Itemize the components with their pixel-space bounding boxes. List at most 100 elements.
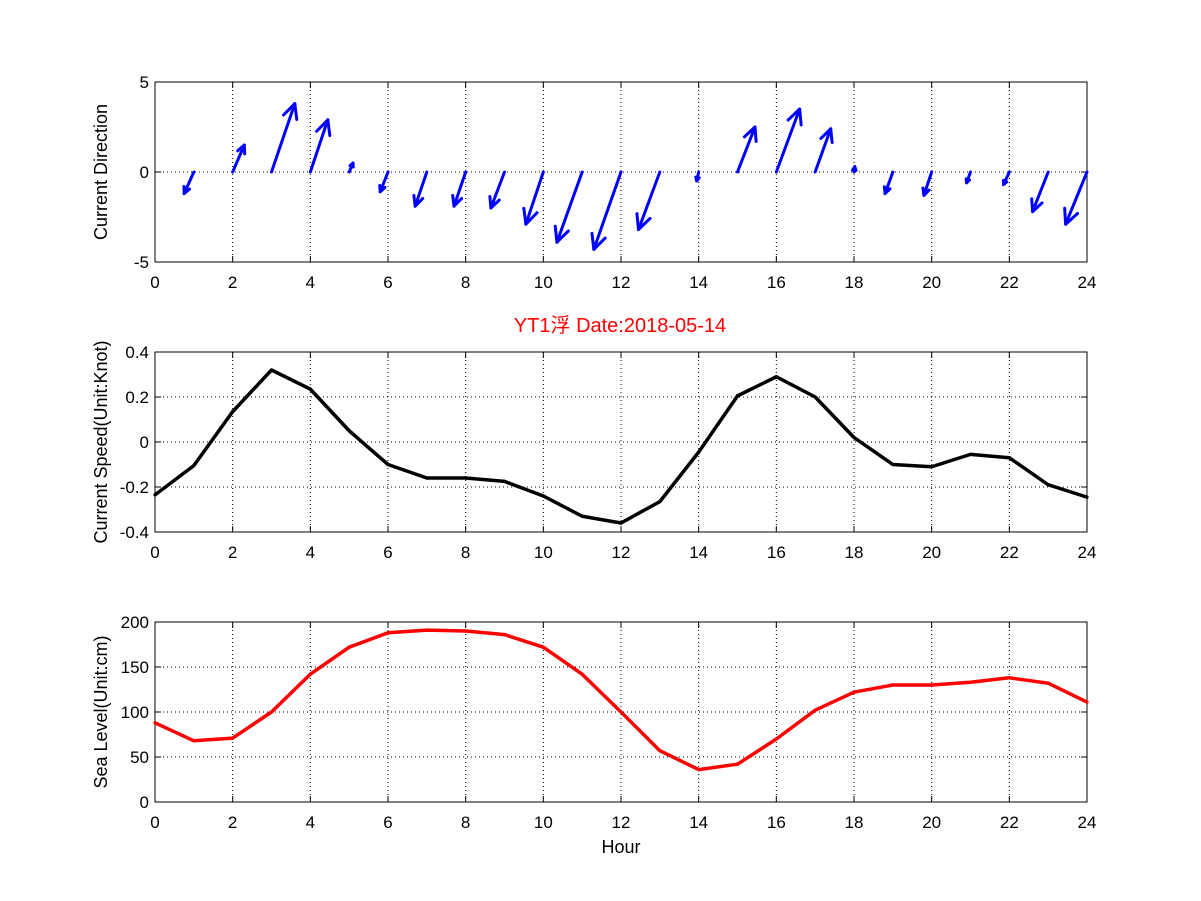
current-speed-data-point bbox=[1085, 495, 1089, 499]
current-arrow bbox=[694, 170, 701, 183]
current-arrow bbox=[882, 170, 895, 196]
sea-level-data-point bbox=[269, 710, 274, 714]
sea-level-data-point bbox=[386, 631, 390, 635]
current-speed-data-point bbox=[269, 368, 274, 372]
current-arrow-head bbox=[921, 186, 931, 197]
current-speed-data-point bbox=[541, 494, 545, 498]
current-arrow-shaft bbox=[1031, 170, 1050, 214]
sea-level-data-point bbox=[1007, 676, 1011, 680]
current-arrow bbox=[851, 165, 858, 174]
current-arrow bbox=[553, 170, 584, 244]
current-speed-data-point bbox=[192, 464, 196, 468]
current-arrow-head bbox=[182, 184, 192, 196]
current-speed-y-tick-label: 0.4 bbox=[125, 343, 149, 362]
current-arrow-shaft bbox=[922, 170, 934, 197]
current-speed-x-tick-label: 8 bbox=[461, 543, 470, 562]
current-direction-y-axis-label: Current Direction bbox=[91, 104, 111, 240]
current-direction-x-tick-label: 18 bbox=[845, 273, 864, 292]
sea-level-y-tick-label: 100 bbox=[121, 703, 149, 722]
sea-level-data-point bbox=[541, 645, 545, 649]
current-speed-data-point bbox=[425, 476, 429, 480]
current-direction-x-tick-label: 14 bbox=[689, 273, 708, 292]
sea-level-data-point bbox=[813, 708, 817, 712]
current-arrow bbox=[1001, 170, 1011, 187]
current-speed-x-tick-label: 0 bbox=[150, 543, 159, 562]
sea-level-x-tick-label: 24 bbox=[1078, 813, 1097, 832]
current-speed-x-tick-label: 10 bbox=[534, 543, 553, 562]
current-arrow bbox=[182, 170, 196, 196]
figure-title: YT1浮 Date:2018-05-14 bbox=[514, 314, 726, 337]
current-arrow-shaft bbox=[592, 170, 623, 251]
current-speed-data-point bbox=[852, 435, 856, 440]
current-direction-x-tick-label: 12 bbox=[612, 273, 631, 292]
current-arrow bbox=[451, 170, 468, 208]
current-arrow-shaft bbox=[1064, 170, 1089, 226]
current-speed-x-tick-label: 16 bbox=[767, 543, 786, 562]
current-speed-data-point bbox=[619, 521, 623, 525]
current-arrow-head bbox=[282, 102, 299, 121]
current-arrow-head bbox=[635, 212, 652, 232]
current-direction-y-tick-label: 0 bbox=[140, 163, 149, 182]
current-arrow-shaft bbox=[231, 143, 246, 174]
current-speed-data-point bbox=[735, 394, 740, 398]
current-arrow-head bbox=[315, 118, 332, 138]
current-arrow bbox=[347, 161, 355, 174]
current-arrow bbox=[736, 125, 758, 174]
current-arrow-shaft bbox=[555, 170, 584, 244]
sea-level-data-point bbox=[308, 672, 312, 676]
sea-level-data-point bbox=[852, 690, 856, 694]
current-speed-x-tick-label: 6 bbox=[383, 543, 392, 562]
current-arrow bbox=[1063, 170, 1089, 226]
current-arrow bbox=[308, 118, 332, 174]
current-direction-y-tick-label: 5 bbox=[140, 73, 149, 92]
current-direction-x-tick-label: 0 bbox=[150, 273, 159, 292]
sea-level-data-point bbox=[347, 645, 351, 649]
current-arrow-head bbox=[1001, 178, 1009, 187]
current-arrow-head bbox=[819, 127, 834, 144]
current-arrow-shaft bbox=[270, 102, 297, 174]
current-arrow bbox=[488, 170, 506, 210]
sea-level-data-point bbox=[425, 628, 429, 632]
sea-level-x-tick-label: 0 bbox=[150, 813, 159, 832]
current-speed-data-point bbox=[774, 375, 778, 379]
current-speed-data-point bbox=[891, 462, 895, 467]
current-arrow-shaft bbox=[636, 170, 662, 232]
current-arrow-shaft bbox=[774, 107, 802, 174]
sea-level-data-point bbox=[192, 739, 196, 743]
sea-level-data-point bbox=[968, 680, 973, 684]
current-arrow-shaft bbox=[452, 170, 468, 208]
sea-level-x-tick-label: 6 bbox=[383, 813, 392, 832]
current-arrow-head bbox=[882, 185, 892, 196]
sea-level-x-tick-label: 20 bbox=[922, 813, 941, 832]
current-speed-panel: 0 2 4 6 8 10 12 14 16 18 20 22 24-0.4-0.200.20.4Curr… bbox=[91, 340, 1096, 562]
current-arrow-shaft bbox=[813, 127, 833, 174]
current-speed-data-point bbox=[1007, 456, 1011, 460]
current-arrow bbox=[635, 170, 662, 232]
sea-level-data-point bbox=[619, 710, 623, 714]
sea-level-x-tick-label: 16 bbox=[767, 813, 786, 832]
current-speed-x-tick-label: 22 bbox=[1000, 543, 1019, 562]
sea-level-x-tick-label: 12 bbox=[612, 813, 631, 832]
current-speed-data-point bbox=[968, 452, 973, 456]
sea-level-y-tick-label: 50 bbox=[130, 748, 149, 767]
current-arrow bbox=[774, 107, 803, 174]
current-speed-y-tick-label: 0 bbox=[140, 433, 149, 452]
sea-level-x-tick-label: 4 bbox=[306, 813, 315, 832]
current-arrow bbox=[964, 170, 972, 185]
sea-level-y-axis-label: Sea Level(Unit:cm) bbox=[91, 635, 111, 788]
current-arrow-head bbox=[694, 175, 701, 183]
sea-level-x-tick-label: 14 bbox=[689, 813, 708, 832]
current-arrow-head bbox=[786, 107, 803, 127]
sea-level-data-point bbox=[1085, 700, 1089, 704]
current-arrow bbox=[813, 127, 834, 174]
sea-level-data-point bbox=[153, 721, 157, 725]
current-speed-data-point bbox=[464, 476, 468, 480]
current-arrow bbox=[412, 170, 429, 208]
current-speed-x-tick-label: 4 bbox=[306, 543, 315, 562]
current-direction-x-tick-label: 4 bbox=[306, 273, 315, 292]
current-arrow-head bbox=[236, 143, 247, 156]
